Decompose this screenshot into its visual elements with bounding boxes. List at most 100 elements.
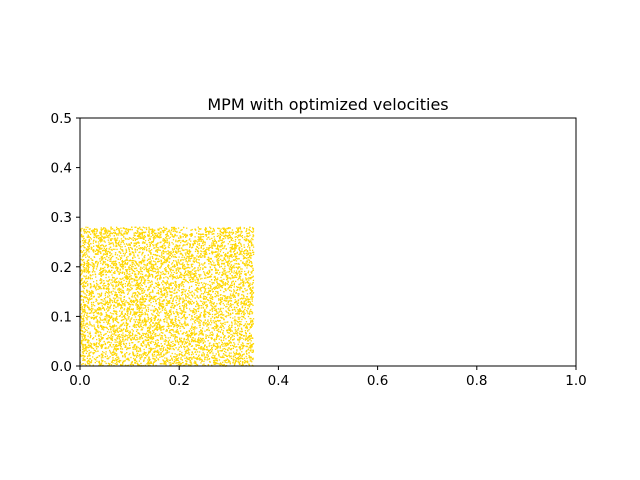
scatter-point bbox=[235, 280, 237, 283]
scatter-point bbox=[137, 304, 139, 307]
scatter-point bbox=[111, 262, 113, 264]
scatter-point bbox=[140, 334, 143, 337]
scatter-point bbox=[238, 248, 240, 251]
scatter-point bbox=[98, 250, 100, 252]
scatter-point bbox=[143, 351, 146, 353]
scatter-point bbox=[223, 304, 226, 306]
scatter-point bbox=[170, 272, 173, 274]
scatter-point bbox=[251, 237, 253, 240]
scatter-point bbox=[235, 260, 238, 262]
scatter-point bbox=[166, 270, 168, 273]
scatter-point bbox=[84, 247, 86, 249]
scatter-point bbox=[175, 355, 177, 358]
scatter-point bbox=[151, 353, 154, 355]
scatter-point bbox=[207, 355, 209, 357]
scatter-point bbox=[158, 322, 160, 324]
scatter-point bbox=[240, 313, 243, 315]
scatter-point bbox=[219, 347, 221, 349]
scatter-point bbox=[187, 350, 189, 352]
scatter-point bbox=[110, 248, 112, 251]
scatter-point bbox=[226, 236, 229, 238]
scatter-point bbox=[238, 253, 240, 256]
scatter-point bbox=[165, 349, 167, 351]
scatter-point bbox=[242, 302, 244, 304]
scatter-point bbox=[185, 299, 187, 302]
scatter-point bbox=[121, 336, 123, 339]
scatter-point bbox=[141, 262, 143, 264]
scatter-point bbox=[250, 245, 253, 247]
scatter-point bbox=[157, 274, 159, 276]
scatter-point bbox=[181, 263, 183, 265]
scatter-point bbox=[162, 287, 164, 289]
scatter-point bbox=[186, 227, 188, 229]
scatter-point bbox=[106, 342, 109, 344]
scatter-point bbox=[129, 303, 131, 306]
scatter-point bbox=[148, 235, 150, 237]
scatter-point bbox=[142, 303, 144, 305]
scatter-point bbox=[216, 247, 219, 249]
scatter-point bbox=[89, 278, 92, 280]
scatter-point bbox=[200, 239, 203, 241]
scatter-point bbox=[216, 271, 218, 273]
scatter-point bbox=[180, 285, 183, 287]
scatter-point bbox=[169, 329, 171, 331]
scatter-point bbox=[216, 329, 218, 331]
scatter-point bbox=[153, 238, 155, 240]
scatter-point bbox=[251, 312, 254, 314]
scatter-point bbox=[115, 244, 118, 247]
scatter-point bbox=[159, 236, 162, 239]
scatter-point bbox=[238, 352, 240, 355]
scatter-point bbox=[219, 298, 222, 301]
scatter-point bbox=[130, 312, 132, 314]
scatter-point bbox=[233, 335, 235, 338]
scatter-point bbox=[188, 249, 191, 251]
scatter-point bbox=[167, 282, 169, 284]
scatter-point bbox=[126, 308, 128, 311]
scatter-point bbox=[212, 264, 214, 266]
scatter-point bbox=[156, 271, 158, 274]
scatter-point bbox=[176, 328, 178, 331]
scatter-point bbox=[86, 248, 88, 250]
scatter-point bbox=[213, 329, 216, 331]
scatter-point bbox=[232, 347, 234, 350]
scatter-point bbox=[183, 348, 186, 350]
scatter-point bbox=[166, 240, 168, 242]
scatter-point bbox=[102, 300, 104, 302]
scatter-point bbox=[117, 304, 119, 306]
scatter-point bbox=[126, 339, 129, 341]
scatter-point bbox=[92, 229, 94, 231]
scatter-point bbox=[163, 305, 165, 307]
scatter-point bbox=[219, 356, 221, 358]
scatter-point bbox=[119, 245, 121, 247]
scatter-point bbox=[190, 330, 193, 332]
scatter-point bbox=[247, 243, 249, 245]
scatter-point bbox=[234, 242, 237, 245]
scatter-point bbox=[178, 298, 180, 300]
scatter-point bbox=[148, 226, 150, 228]
scatter-point bbox=[226, 358, 228, 360]
scatter-point bbox=[157, 247, 160, 249]
scatter-point bbox=[209, 332, 211, 334]
scatter-point bbox=[123, 292, 125, 294]
scatter-point bbox=[88, 290, 91, 293]
scatter-point bbox=[114, 358, 117, 360]
scatter-point bbox=[227, 263, 229, 265]
scatter-point bbox=[239, 239, 241, 241]
scatter-point bbox=[115, 266, 117, 268]
scatter-point bbox=[147, 343, 149, 345]
scatter-point bbox=[249, 356, 251, 358]
scatter-point bbox=[109, 305, 112, 307]
scatter-point bbox=[100, 345, 102, 348]
scatter-point bbox=[203, 345, 206, 347]
scatter-point bbox=[250, 295, 253, 298]
scatter-point bbox=[131, 294, 134, 296]
scatter-point bbox=[209, 284, 211, 287]
scatter-point bbox=[217, 227, 219, 229]
scatter-point bbox=[188, 259, 190, 262]
scatter-point bbox=[167, 312, 170, 315]
scatter-point bbox=[175, 341, 177, 343]
scatter-point bbox=[215, 296, 217, 298]
scatter-point bbox=[83, 319, 85, 321]
scatter-point bbox=[86, 355, 89, 357]
scatter-point bbox=[83, 246, 85, 248]
